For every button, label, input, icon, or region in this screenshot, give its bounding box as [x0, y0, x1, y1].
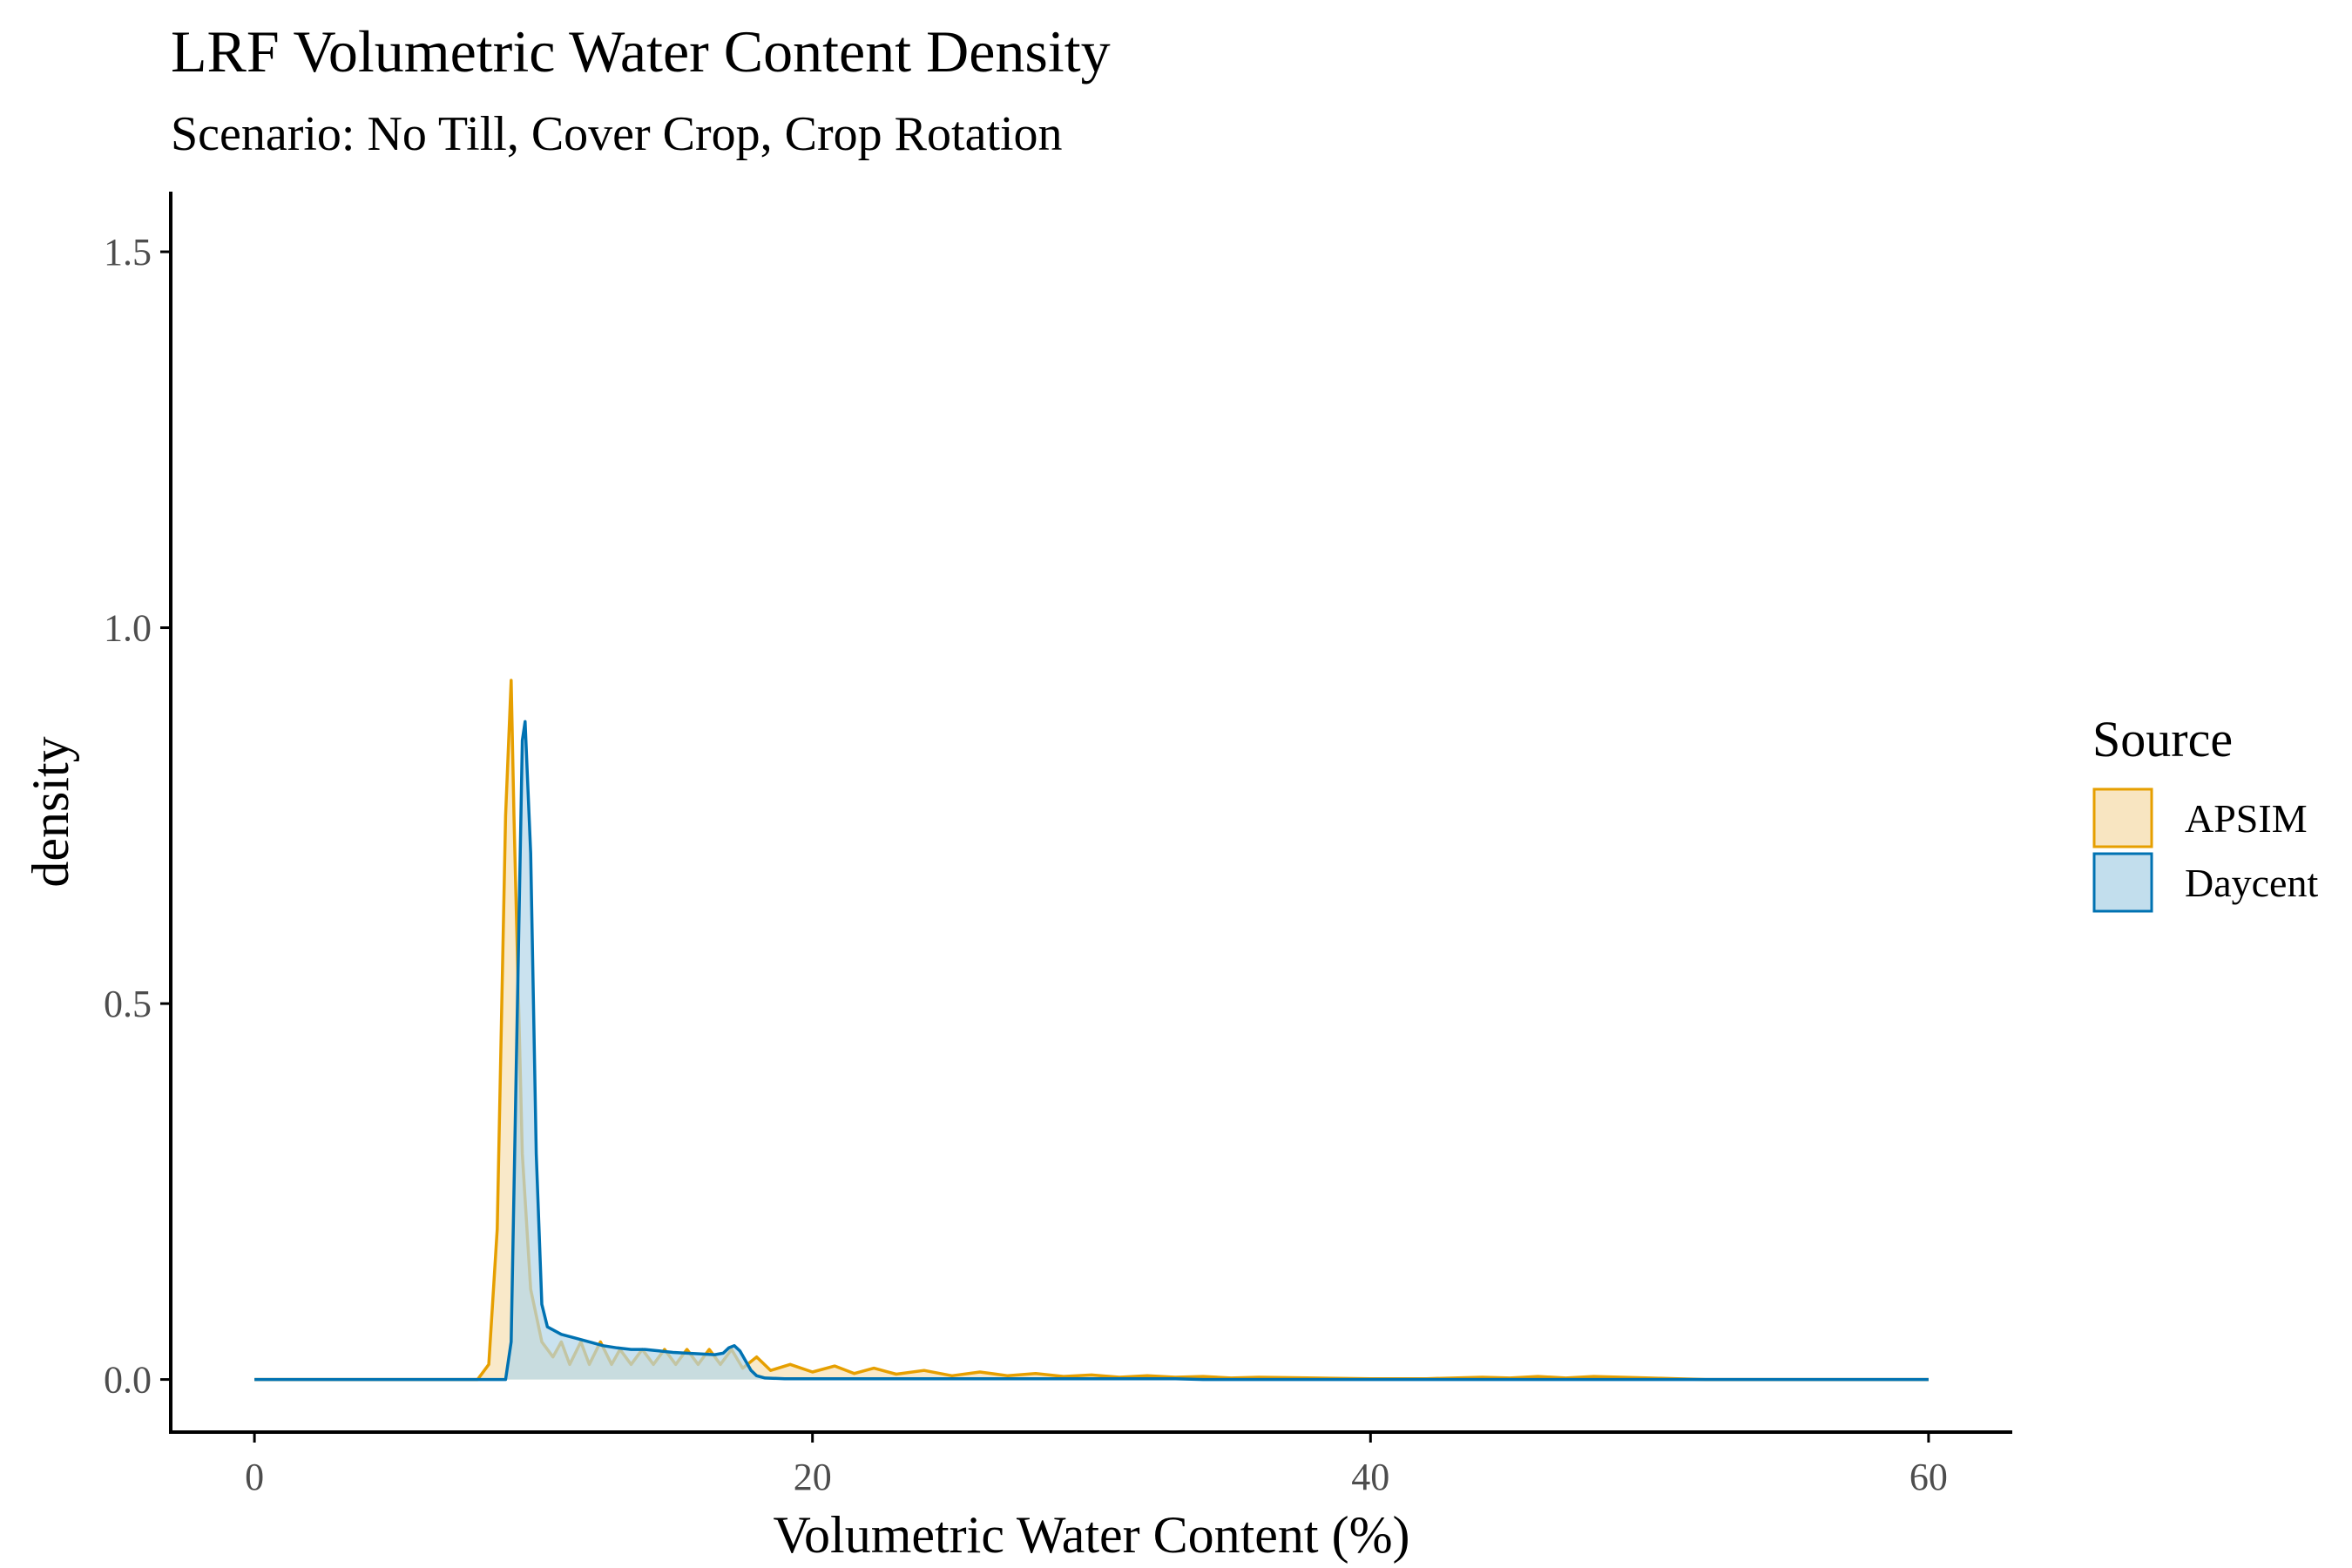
legend-title: Source: [2092, 711, 2233, 767]
legend-items: APSIM Daycent: [2092, 787, 2318, 913]
plot-area: [254, 679, 1929, 1382]
x-tick-label: 0: [245, 1456, 264, 1498]
chart-title: LRF Volumetric Water Content Density: [171, 18, 1111, 84]
legend-key-daycent: [2092, 852, 2153, 913]
x-tick-label: 40: [1351, 1456, 1389, 1498]
y-axis-title: density: [22, 736, 79, 887]
y-tick-label: 0.0: [104, 1359, 152, 1402]
legend-key-apsim: [2092, 787, 2153, 848]
y-axis-ticks: 0.0 0.5 1.0 1.5: [104, 231, 171, 1402]
legend: Source APSIM Daycent: [2092, 711, 2318, 913]
x-tick-label: 20: [794, 1456, 832, 1498]
x-tick-label: 60: [1909, 1456, 1948, 1498]
legend-label-daycent: Daycent: [2185, 861, 2318, 905]
x-axis-title: Volumetric Water Content (%): [773, 1506, 1409, 1564]
y-tick-label: 0.5: [104, 983, 152, 1025]
series-line-daycent: [254, 720, 1929, 1382]
x-axis-ticks: 0 20 40 60: [245, 1432, 1948, 1498]
legend-label-apsim: APSIM: [2185, 796, 2308, 841]
y-tick-label: 1.0: [104, 607, 152, 650]
chart-subtitle: Scenario: No Till, Cover Crop, Crop Rota…: [171, 107, 1063, 161]
y-tick-label: 1.5: [104, 231, 152, 274]
